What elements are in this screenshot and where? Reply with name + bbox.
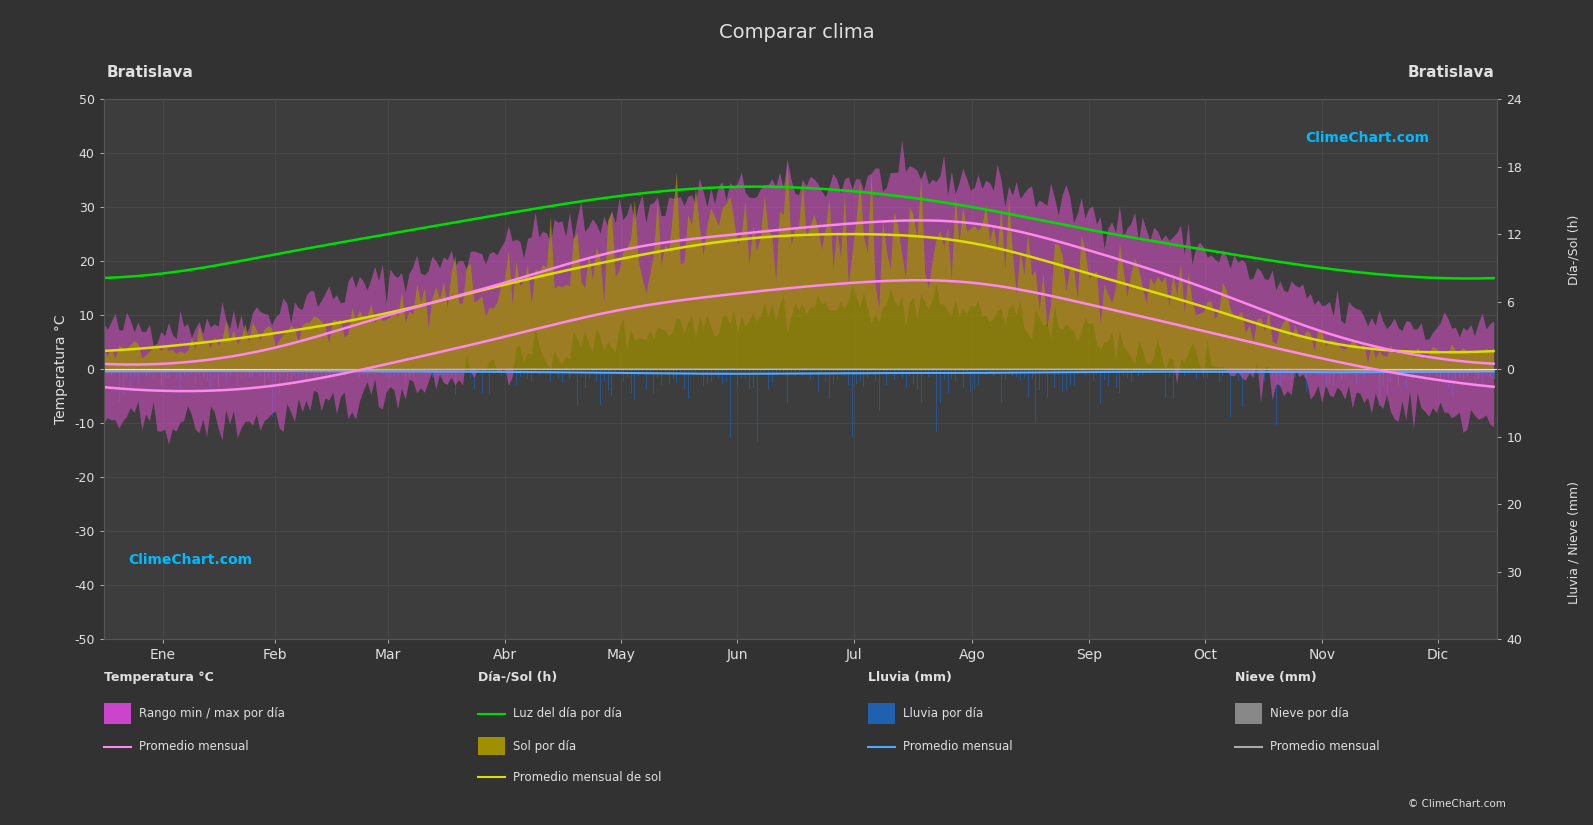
Text: Promedio mensual: Promedio mensual [1270,740,1380,753]
Text: Luz del día por día: Luz del día por día [513,707,621,720]
Text: Temperatura °C: Temperatura °C [104,671,213,684]
Text: Nieve por día: Nieve por día [1270,707,1349,720]
Text: Día-/Sol (h): Día-/Sol (h) [1568,215,1580,285]
Text: Bratislava: Bratislava [107,65,193,80]
Text: ClimeChart.com: ClimeChart.com [129,553,253,567]
Text: Nieve (mm): Nieve (mm) [1235,671,1316,684]
Text: Comparar clima: Comparar clima [718,23,875,42]
Text: Lluvia (mm): Lluvia (mm) [868,671,953,684]
Text: © ClimeChart.com: © ClimeChart.com [1408,799,1505,808]
Text: Día-/Sol (h): Día-/Sol (h) [478,671,558,684]
Text: Promedio mensual: Promedio mensual [139,740,249,753]
Text: Promedio mensual: Promedio mensual [903,740,1013,753]
Text: Rango min / max por día: Rango min / max por día [139,707,285,720]
Text: Promedio mensual de sol: Promedio mensual de sol [513,771,661,784]
Text: ClimeChart.com: ClimeChart.com [1305,131,1429,145]
Text: Sol por día: Sol por día [513,740,577,753]
Y-axis label: Temperatura °C: Temperatura °C [54,314,68,424]
Text: Lluvia / Nieve (mm): Lluvia / Nieve (mm) [1568,481,1580,604]
Text: Lluvia por día: Lluvia por día [903,707,983,720]
Text: Bratislava: Bratislava [1408,65,1494,80]
